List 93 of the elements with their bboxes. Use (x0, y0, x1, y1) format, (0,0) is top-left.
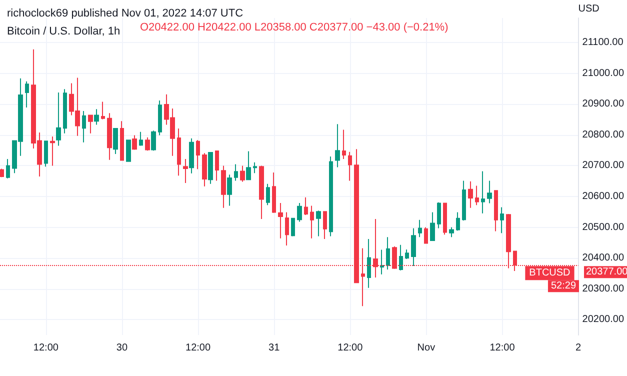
candlestick (335, 124, 340, 168)
y-tick-label: 21100.00 (582, 37, 624, 48)
candlestick (120, 120, 124, 162)
y-tick-label: 20500.00 (582, 222, 624, 233)
candlestick (0, 168, 4, 178)
x-tick-label: 2 (576, 342, 582, 354)
annotation: O20422.00 H20422.00 L20358.00 C20377.00 −43.00 (−0.21%) (140, 22, 448, 34)
candlestick (126, 140, 131, 162)
candlestick (202, 152, 207, 187)
candlestick (113, 128, 118, 155)
text: Bitcoin / U.S. Dollar, 1h (7, 26, 120, 38)
candlestick (63, 88, 67, 134)
candlestick (183, 158, 188, 184)
candlestick (285, 212, 289, 246)
candlestick (443, 202, 447, 236)
candlestick (437, 202, 441, 229)
candlestick (342, 129, 346, 160)
candlestick (246, 150, 251, 180)
candlestick (411, 228, 416, 267)
candlestick (310, 205, 314, 239)
candlestick (291, 218, 295, 237)
candlestick (304, 196, 308, 216)
candlestick (456, 212, 460, 232)
candlestick (449, 226, 454, 238)
candlestick (189, 138, 194, 174)
candlestick (145, 136, 150, 152)
text: 20377.00 (586, 266, 627, 278)
candlestick (494, 190, 498, 232)
candlestick (259, 165, 264, 220)
candlestick (430, 212, 435, 242)
candlestick (475, 185, 479, 206)
candlestick (101, 101, 105, 120)
y-tick-label: 20700.00 (582, 160, 624, 172)
candlestick (500, 206, 504, 234)
y-tick-label: 20300.00 (582, 283, 624, 294)
candlestick (272, 172, 276, 214)
candlestick (487, 180, 492, 204)
candlestick (323, 211, 327, 240)
candlestick (215, 150, 219, 182)
candlestick (405, 248, 409, 260)
candlestick (88, 114, 93, 134)
candlestick (94, 108, 99, 126)
annotation: 52:29 (550, 280, 576, 292)
candlestick (278, 202, 283, 239)
x-tick-label: 12:00 (33, 342, 59, 354)
x-tick-label: 12:00 (186, 342, 211, 354)
candlestick (139, 131, 143, 146)
candlestick (418, 219, 422, 238)
chart-subtitle: richoclock69 published Nov 01, 2022 14:07 UTC (7, 8, 244, 20)
candlestick (468, 180, 473, 208)
candlestick (424, 226, 428, 244)
candlestick (462, 180, 466, 222)
candlestick (227, 174, 232, 206)
y-tick-label: 20900.00 (582, 98, 624, 110)
ref-line-label: BTCUSD (529, 268, 570, 279)
candlestick (253, 162, 257, 174)
y-tick-label: 20600.00 (582, 191, 624, 202)
candlestick (399, 244, 403, 271)
candlestick (240, 165, 245, 182)
y-axis-title: USD (578, 4, 600, 14)
candlestick (56, 92, 61, 146)
candlestick (107, 112, 112, 160)
x-tick-label: 12:00 (338, 342, 364, 354)
candlestick (6, 158, 10, 179)
candlestick (481, 170, 485, 214)
candlestick (208, 152, 213, 184)
candlestick (348, 151, 352, 182)
y-tick-label: 20200.00 (582, 314, 624, 326)
candlestick (316, 210, 321, 237)
candlestick (266, 183, 270, 206)
candlestick (158, 100, 162, 136)
candlestick (234, 164, 238, 182)
y-tick-label: 20800.00 (582, 129, 624, 140)
candlestick (25, 80, 29, 108)
candlestick (329, 156, 333, 237)
x-tick-label: 31 (268, 342, 280, 354)
candlestick (82, 110, 86, 143)
candlestick (151, 130, 156, 152)
candlestick (177, 128, 181, 176)
candlestick (132, 134, 137, 150)
candlestick (50, 136, 55, 166)
candlestick (380, 249, 384, 275)
y-tick-label: 20400.00 (582, 252, 624, 264)
candlestick (297, 202, 302, 222)
candlestick (386, 236, 390, 270)
x-tick-label: Nov (417, 342, 436, 354)
candlestick (221, 165, 226, 208)
candlestick (367, 238, 371, 288)
candlestick (196, 140, 200, 170)
x-tick-label: 12:00 (490, 342, 516, 354)
y-tick-label: 21000.00 (582, 68, 624, 79)
candlestick (44, 140, 48, 168)
x-tick-label: 30 (116, 342, 128, 354)
